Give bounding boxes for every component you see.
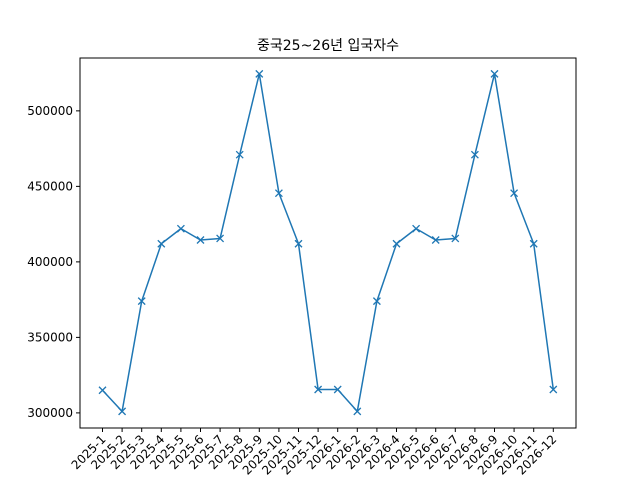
y-tick-label: 300000 bbox=[27, 406, 73, 420]
y-tick-label: 500000 bbox=[27, 104, 73, 118]
plot-frame bbox=[79, 57, 577, 429]
data-point-marker bbox=[549, 385, 558, 394]
y-tick-label: 400000 bbox=[27, 255, 73, 269]
data-point-marker bbox=[412, 224, 421, 233]
data-point-marker bbox=[529, 239, 538, 248]
data-point-marker bbox=[490, 69, 499, 78]
data-point-marker bbox=[294, 239, 303, 248]
data-point-marker bbox=[333, 385, 342, 394]
data-point-marker bbox=[353, 407, 362, 416]
data-point-marker bbox=[176, 224, 185, 233]
x-axis: 2025-12025-22025-32025-42025-52025-62025… bbox=[69, 428, 559, 478]
data-point-marker bbox=[274, 189, 283, 198]
data-point-marker bbox=[98, 386, 107, 395]
data-point-marker bbox=[470, 150, 479, 159]
y-tick-label: 450000 bbox=[27, 179, 73, 193]
data-point-marker bbox=[510, 189, 519, 198]
series-layer bbox=[98, 69, 558, 416]
data-point-marker bbox=[372, 297, 381, 306]
data-point-marker bbox=[392, 239, 401, 248]
data-point-marker bbox=[451, 234, 460, 243]
data-point-marker bbox=[255, 69, 264, 78]
data-point-marker bbox=[157, 239, 166, 248]
data-point-marker bbox=[137, 297, 146, 306]
data-point-marker bbox=[314, 385, 323, 394]
data-point-marker bbox=[235, 150, 244, 159]
data-point-marker bbox=[118, 407, 127, 416]
y-tick-label: 350000 bbox=[27, 330, 73, 344]
data-point-marker bbox=[216, 234, 225, 243]
data-point-marker bbox=[431, 236, 440, 244]
data-point-marker bbox=[196, 236, 205, 244]
chart-title: 중국25~26년 입국자수 bbox=[257, 38, 399, 54]
y-axis: 300000 350000 400000 450000 500000 bbox=[27, 104, 80, 420]
